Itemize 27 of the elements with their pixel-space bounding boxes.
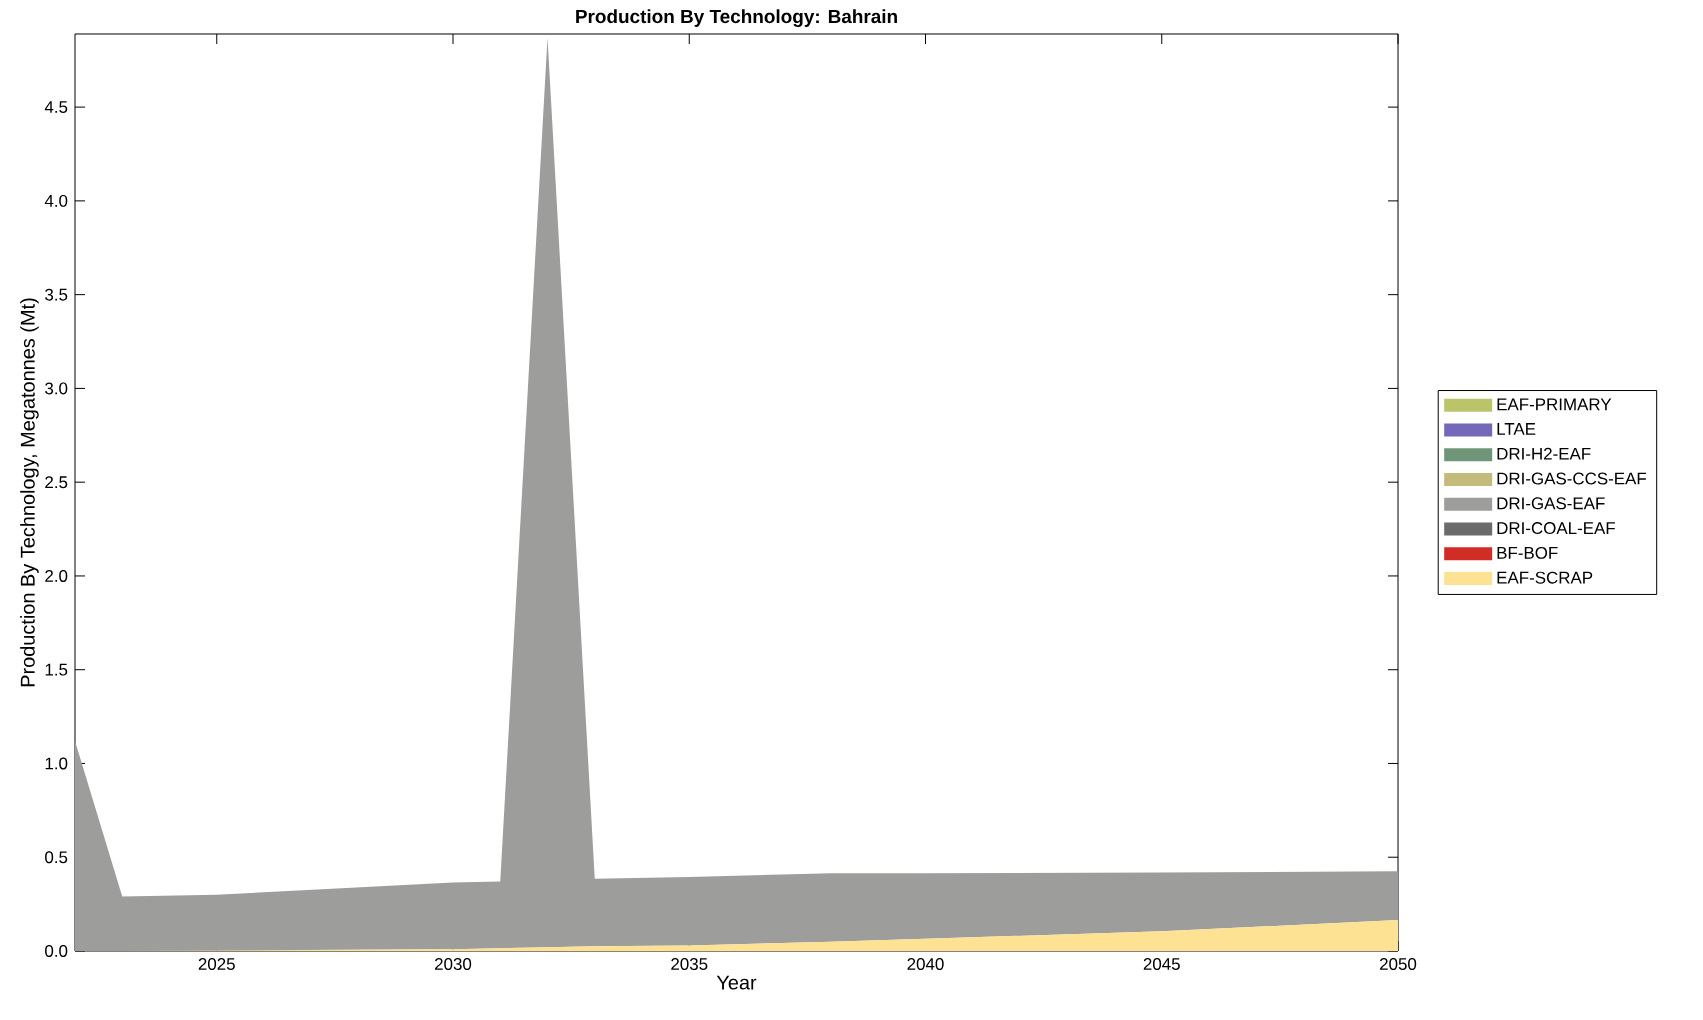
legend-label: DRI-COAL-EAF (1497, 522, 1615, 535)
y-axis-title: Production By Technology, Megatonnes (Mt) (20, 298, 39, 687)
y-tick-label: 2.5 (45, 476, 68, 489)
legend-label: LTAE (1497, 423, 1536, 435)
x-tick-label: 2035 (671, 958, 708, 971)
x-tick-label: 2030 (435, 958, 472, 971)
y-tick-label: 4.5 (44, 101, 68, 114)
legend-label: DRI-GAS-EAF (1497, 497, 1605, 510)
y-tick-label: 4.0 (44, 194, 68, 207)
legend-label: EAF-PRIMARY (1497, 398, 1612, 411)
legend-label: DRI-H2-EAF (1497, 447, 1591, 460)
y-tick-label: 1.0 (45, 757, 68, 770)
x-tick-label: 2045 (1143, 958, 1180, 971)
x-tick-label: 2050 (1380, 958, 1417, 971)
y-tick-label: 3.0 (45, 382, 68, 395)
chart-title: Production By Technology: Bahrain (576, 9, 897, 27)
legend-label: DRI-GAS-CCS-EAF (1497, 472, 1647, 485)
legend-label: BF-BOF (1497, 546, 1558, 559)
y-tick-label: 3.5 (45, 288, 68, 301)
legend-label: EAF-SCRAP (1497, 571, 1593, 584)
y-tick-label: 0.5 (45, 851, 68, 864)
x-axis-title: Year (716, 975, 757, 990)
y-tick-label: 0.0 (45, 945, 68, 957)
y-tick-label: 2.0 (45, 569, 68, 582)
x-tick-label: 2025 (198, 958, 235, 971)
x-tick-label: 2040 (907, 958, 944, 971)
y-tick-label: 1.5 (45, 663, 68, 676)
